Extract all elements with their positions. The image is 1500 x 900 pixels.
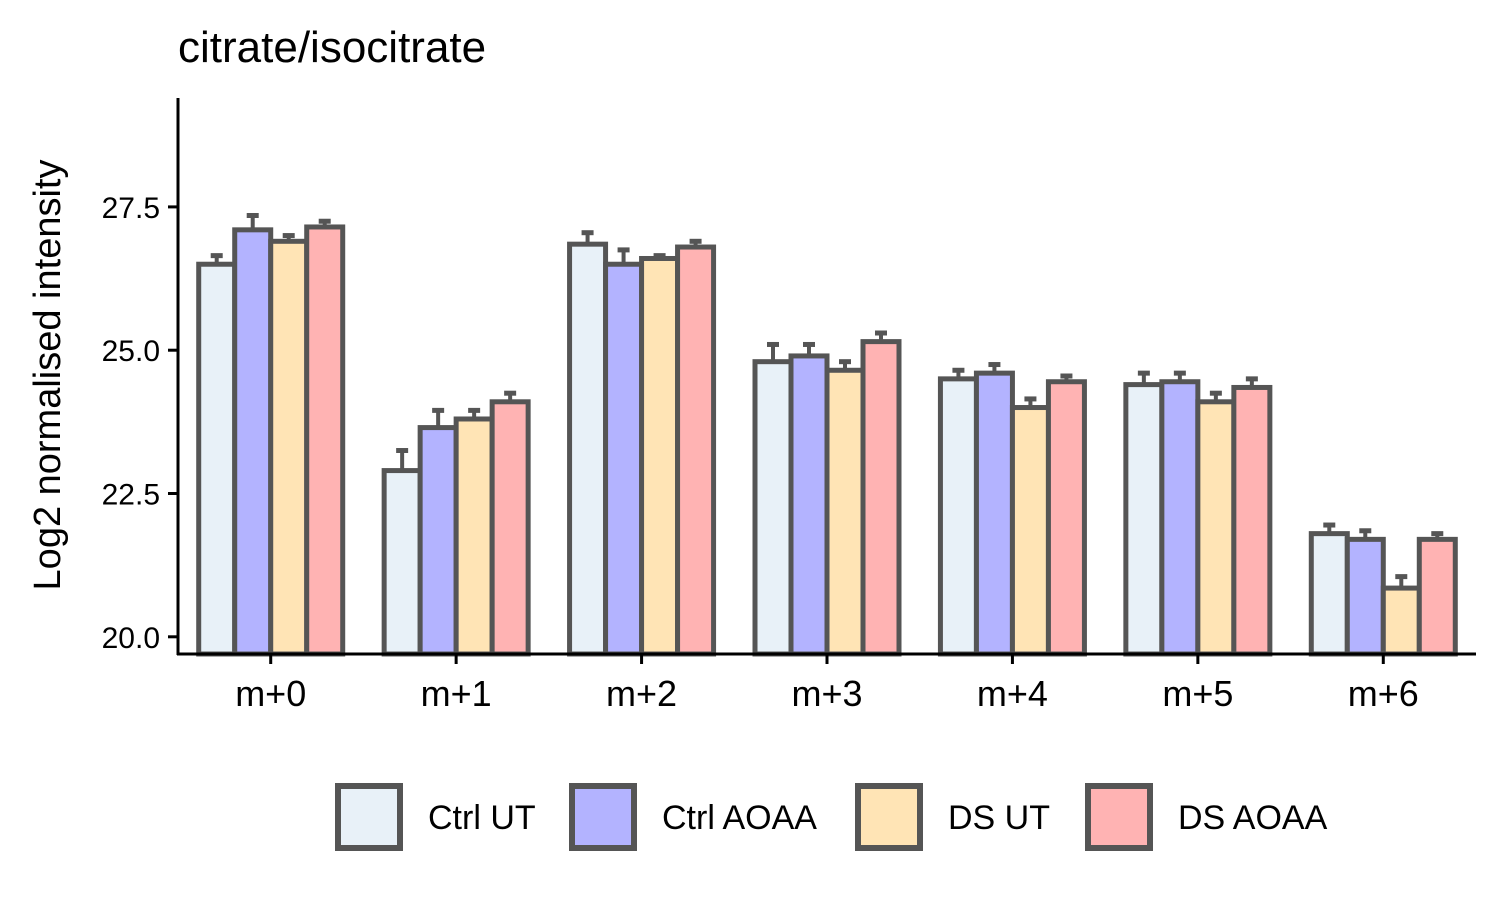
y-tick-label: 25.0 (102, 335, 160, 368)
legend-label: Ctrl UT (428, 799, 536, 837)
bar (1344, 536, 1386, 657)
bar (453, 416, 495, 657)
bars-layer (196, 213, 1458, 657)
bar (381, 468, 423, 657)
x-tick-label: m+1 (421, 673, 492, 714)
bar (675, 244, 717, 657)
bar (304, 224, 346, 657)
bar (937, 376, 979, 657)
legend: Ctrl UT Ctrl AOAA DS UT DS AOAA (335, 783, 1328, 851)
x-tick-label: m+6 (1348, 673, 1419, 714)
bar (232, 227, 274, 657)
legend-label: DS UT (948, 799, 1050, 837)
y-tick-label: 27.5 (102, 192, 160, 225)
x-tick-label: m+0 (235, 673, 306, 714)
bar (1123, 382, 1165, 657)
bar (1231, 384, 1273, 657)
bar (860, 339, 902, 657)
legend-key (335, 783, 403, 851)
bar (1009, 405, 1051, 657)
x-tick-label: m+2 (606, 673, 677, 714)
bar (196, 261, 238, 657)
bar (417, 425, 459, 657)
bar (788, 353, 830, 657)
bar (973, 370, 1015, 657)
legend-label: Ctrl AOAA (662, 799, 817, 837)
x-tick-label: m+4 (977, 673, 1048, 714)
legend-label: DS AOAA (1178, 799, 1328, 837)
x-tick-label: m+3 (791, 673, 862, 714)
bar (639, 255, 681, 657)
y-axis-label: Log2 normalised intensity (27, 160, 69, 591)
bar (1416, 536, 1458, 657)
axes-layer: 20.0 22.5 25.0 27.5 m+0 m+1 m+2 m+3 m+4 m+5 m+6 (102, 98, 1476, 714)
bar (824, 367, 866, 657)
bar (268, 238, 310, 657)
y-tick-label: 20.0 (102, 622, 160, 655)
bar (1380, 585, 1422, 657)
bar (567, 241, 609, 657)
bar (1159, 379, 1201, 657)
y-tick-label: 22.5 (102, 479, 160, 512)
bar (1045, 379, 1087, 657)
bar (489, 399, 531, 657)
bar (752, 359, 794, 657)
legend-key (1085, 783, 1153, 851)
legend-key (855, 783, 923, 851)
bar (1308, 531, 1350, 657)
bar (603, 261, 645, 657)
chart-title: citrate/isocitrate (178, 23, 486, 72)
legend-key (569, 783, 637, 851)
bar (1195, 399, 1237, 657)
x-tick-label: m+5 (1162, 673, 1233, 714)
